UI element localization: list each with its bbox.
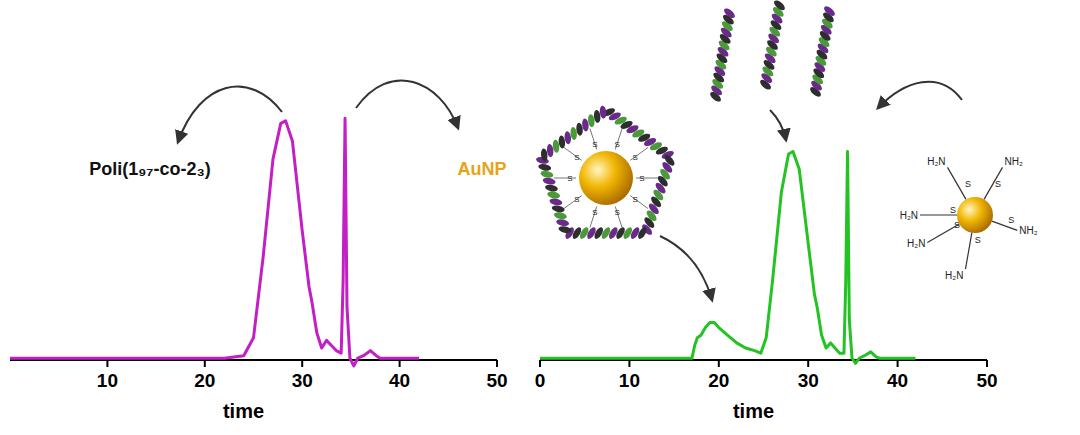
trace (540, 152, 915, 364)
gold-nanoparticle (957, 197, 993, 233)
x-tick-label: 20 (708, 370, 729, 391)
linker (564, 196, 582, 209)
sulfur-label: S (592, 208, 597, 217)
linker (554, 178, 576, 179)
sulfur-label: S (574, 195, 579, 204)
helix-turn (772, 0, 786, 12)
helix-turn (556, 218, 570, 227)
sulfur-label: S (995, 179, 1001, 189)
sulfur-label: S (614, 208, 619, 217)
x-tick-label: 30 (798, 370, 819, 391)
x-tick (496, 360, 498, 367)
x-tick (718, 360, 720, 367)
x-tick-label: 10 (619, 370, 640, 391)
ligand (965, 233, 971, 269)
helix (564, 226, 649, 240)
x-tick (204, 360, 206, 367)
sulfur-label: S (614, 140, 619, 149)
helix-turn (558, 225, 572, 234)
helix (708, 7, 736, 104)
helix (535, 156, 572, 234)
linker (590, 129, 597, 150)
annotation: Poli(1₉₇-co-2₃) (89, 159, 211, 179)
sulfur-label: S (567, 174, 572, 183)
x-tick (301, 360, 303, 367)
amine-label: H₂N (927, 156, 945, 167)
x-tick (106, 360, 108, 367)
x-axis-title: time (223, 400, 264, 422)
amine-label: H₂N (900, 210, 918, 221)
sulfur-label: S (592, 140, 597, 149)
arrow (356, 80, 458, 128)
amine-label: NH₂ (1005, 156, 1023, 167)
linker (615, 207, 622, 228)
x-tick-label: 40 (887, 370, 908, 391)
x-tick-label: 20 (194, 370, 215, 391)
sulfur-label: S (632, 195, 637, 204)
linker (615, 129, 622, 150)
x-tick-label: 50 (976, 370, 997, 391)
amine-label: H₂N (945, 270, 963, 281)
panel: 10 20 30 40 50 time Poli(1₉₇-co-2₃) AuNP (10, 80, 508, 422)
sulfur-label: S (950, 205, 956, 215)
helix-turn (549, 197, 563, 206)
sulfur-label: S (965, 179, 971, 189)
x-tick (897, 360, 899, 367)
panel: 0 10 20 30 40 50 time S S S S S S S S S S S NH₂ S H₂N S H₂N S H₂… (535, 0, 1038, 422)
plot-area (540, 152, 915, 364)
sulfur-label: S (632, 153, 637, 162)
x-tick-label: 40 (389, 370, 410, 391)
helix-turn (553, 211, 567, 220)
helix (808, 4, 836, 98)
sulfur-label: S (975, 235, 981, 245)
arrow (660, 236, 712, 300)
x-tick (628, 360, 630, 367)
annotation: AuNP (458, 159, 507, 179)
x-axis-title: time (733, 400, 774, 422)
amine-label: H₂N (907, 238, 925, 249)
helix-turn (599, 105, 607, 119)
x-tick-label: 10 (97, 370, 118, 391)
x-tick (399, 360, 401, 367)
sulfur-label: S (1008, 215, 1014, 225)
arrow (770, 110, 786, 140)
x-tick-label: 0 (535, 370, 546, 391)
helix-turn (538, 163, 552, 172)
sulfur-label: S (639, 174, 644, 183)
helix-turn (822, 4, 836, 17)
helix-turn (540, 170, 554, 179)
figure: 10 20 30 40 50 time Poli(1₉₇-co-2₃) AuNP 0 10 20 30… (0, 0, 1080, 435)
arrow (178, 87, 282, 142)
amine-label: NH₂ (1019, 225, 1037, 236)
linker (590, 207, 597, 228)
sulfur-label: S (574, 153, 579, 162)
helix-turn (551, 204, 565, 213)
x-tick (539, 360, 541, 367)
helix (759, 0, 787, 91)
helix-turn (544, 184, 558, 193)
helix-turn (722, 7, 736, 20)
linker (630, 196, 648, 209)
trace (10, 118, 419, 366)
x-tick (807, 360, 809, 367)
x-tick-label: 50 (486, 370, 507, 391)
ligand (984, 167, 1003, 199)
arrow (878, 82, 962, 108)
ligand (948, 167, 967, 199)
gold-nanoparticle (579, 151, 633, 205)
helix-turn (547, 191, 561, 200)
plot-area (10, 118, 419, 366)
helix (640, 153, 676, 236)
x-tick (986, 360, 988, 367)
helix-turn (542, 177, 556, 186)
x-tick-label: 30 (292, 370, 313, 391)
